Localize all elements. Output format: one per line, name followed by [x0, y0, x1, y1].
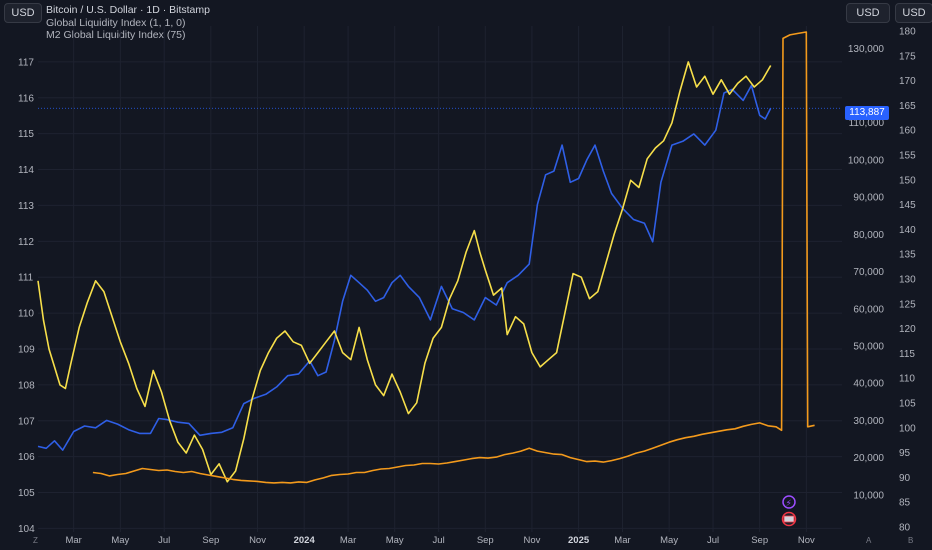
mid-tick-label: 10,000 [853, 490, 884, 501]
time-tick-label: Nov [523, 535, 540, 546]
right-tick-label: 125 [899, 299, 916, 310]
time-tick-label: Nov [249, 535, 266, 546]
right-tick-label: 105 [899, 399, 916, 410]
time-tick-label: 2025 [568, 535, 590, 546]
mid-tick-label: 110,000 [849, 118, 885, 129]
right-tick-label: 165 [899, 101, 916, 112]
flag-icon [783, 515, 795, 523]
right-tick-label: 135 [899, 250, 916, 261]
left-tick-label: 104 [18, 524, 35, 535]
right-tick-label: 145 [899, 200, 916, 211]
left-tick-label: 116 [18, 93, 34, 104]
right-tick-label: 155 [899, 150, 916, 161]
mid-tick-label: 80,000 [853, 230, 884, 241]
mid-tick-label: 50,000 [853, 341, 884, 352]
time-tick-label: Jul [707, 535, 719, 546]
right-tick-label: 120 [899, 324, 916, 335]
time-tick-label: Mar [614, 535, 630, 546]
right-tick-label: 115 [899, 349, 915, 360]
mid-tick-label: 60,000 [853, 304, 884, 315]
left-tick-label: 115 [18, 129, 34, 140]
mid-tick-label: 130,000 [848, 44, 885, 55]
series-line-m2[interactable] [92, 31, 815, 484]
mid-tick-label: 20,000 [853, 453, 884, 464]
time-tick-label: Mar [340, 535, 356, 546]
log-scale-button[interactable]: B [908, 536, 914, 545]
lightning-marker-icon[interactable] [782, 495, 796, 509]
mid-tick-label: 100,000 [848, 155, 885, 166]
right-tick-label: 90 [899, 473, 911, 484]
left-tick-label: 107 [18, 416, 35, 427]
event-markers[interactable]: ⚡ [781, 495, 797, 527]
right-tick-label: 150 [899, 175, 916, 186]
right-tick-label: 85 [899, 498, 911, 509]
left-tick-label: 113 [18, 201, 34, 212]
left-tick-label: 106 [18, 452, 35, 463]
right-tick-label: 95 [899, 448, 911, 459]
currency-button-mid[interactable]: USD [846, 3, 890, 23]
time-tick-label: Nov [798, 535, 815, 546]
right-axis[interactable]: 80 85 90 95 100 105 110 115 120 125 130 135 140 145 15… [899, 26, 916, 533]
time-tick-label: Jul [158, 535, 170, 546]
time-tick-label: May [111, 535, 129, 546]
left-tick-label: 109 [18, 344, 35, 355]
time-tick-label: Sep [477, 535, 494, 546]
time-tick-label: Mar [65, 535, 81, 546]
legend-main-symbol[interactable]: Bitcoin / U.S. Dollar · 1D · Bitstamp [46, 4, 210, 16]
legend-indicator-gli[interactable]: Global Liquidity Index (1, 1, 0) [46, 16, 186, 29]
right-tick-label: 160 [899, 126, 916, 137]
mid-tick-label: 90,000 [853, 193, 884, 204]
right-tick-label: 110 [899, 374, 915, 385]
right-tick-label: 130 [899, 275, 916, 286]
left-tick-label: 117 [18, 57, 34, 68]
right-tick-label: 170 [899, 76, 916, 87]
mid-axis[interactable]: 10,000 20,000 30,000 40,000 50,000 60,000 70,0… [848, 44, 885, 501]
left-tick-label: 111 [18, 273, 34, 284]
time-tick-label: Sep [751, 535, 768, 546]
series-line-btc[interactable] [37, 84, 772, 451]
right-tick-label: 140 [899, 225, 916, 236]
right-tick-label: 175 [899, 51, 916, 62]
time-axis[interactable]: Mar May Jul Sep Nov 2024 Mar May Jul Sep Nov 2025 Ma… [65, 535, 815, 546]
left-tick-label: 110 [18, 309, 34, 320]
lightning-glyph-icon: ⚡ [786, 498, 792, 508]
corner-label-z[interactable]: Z [33, 536, 38, 545]
price-badge: 113,887 [845, 106, 889, 120]
time-tick-label: May [386, 535, 404, 546]
time-tick-label: May [660, 535, 678, 546]
currency-button-right[interactable]: USD [895, 3, 932, 23]
auto-scale-button[interactable]: A [866, 536, 872, 545]
time-tick-label: 2024 [294, 535, 316, 546]
left-tick-label: 108 [18, 380, 35, 391]
mid-tick-label: 40,000 [853, 379, 884, 390]
left-tick-label: 114 [18, 165, 34, 176]
mid-tick-label: 70,000 [853, 267, 884, 278]
chart-legend: Bitcoin / U.S. Dollar · 1D · Bitstamp Gl… [46, 4, 210, 42]
right-tick-label: 180 [899, 26, 916, 37]
mid-tick-label: 30,000 [853, 416, 884, 427]
series-group [37, 31, 815, 484]
right-tick-label: 100 [899, 423, 916, 434]
time-tick-label: Jul [433, 535, 445, 546]
right-tick-label: 80 [899, 523, 911, 534]
currency-button-left[interactable]: USD [4, 3, 42, 23]
time-tick-label: Sep [202, 535, 219, 546]
left-tick-label: 112 [18, 237, 34, 248]
series-line-gli[interactable] [37, 61, 772, 483]
left-axis[interactable]: 104 105 106 107 108 109 110 111 112 113 114 115 116 1… [18, 57, 35, 535]
left-tick-label: 105 [18, 488, 35, 499]
legend-indicator-m2[interactable]: M2 Global Liquidity Index (75) [46, 29, 186, 41]
